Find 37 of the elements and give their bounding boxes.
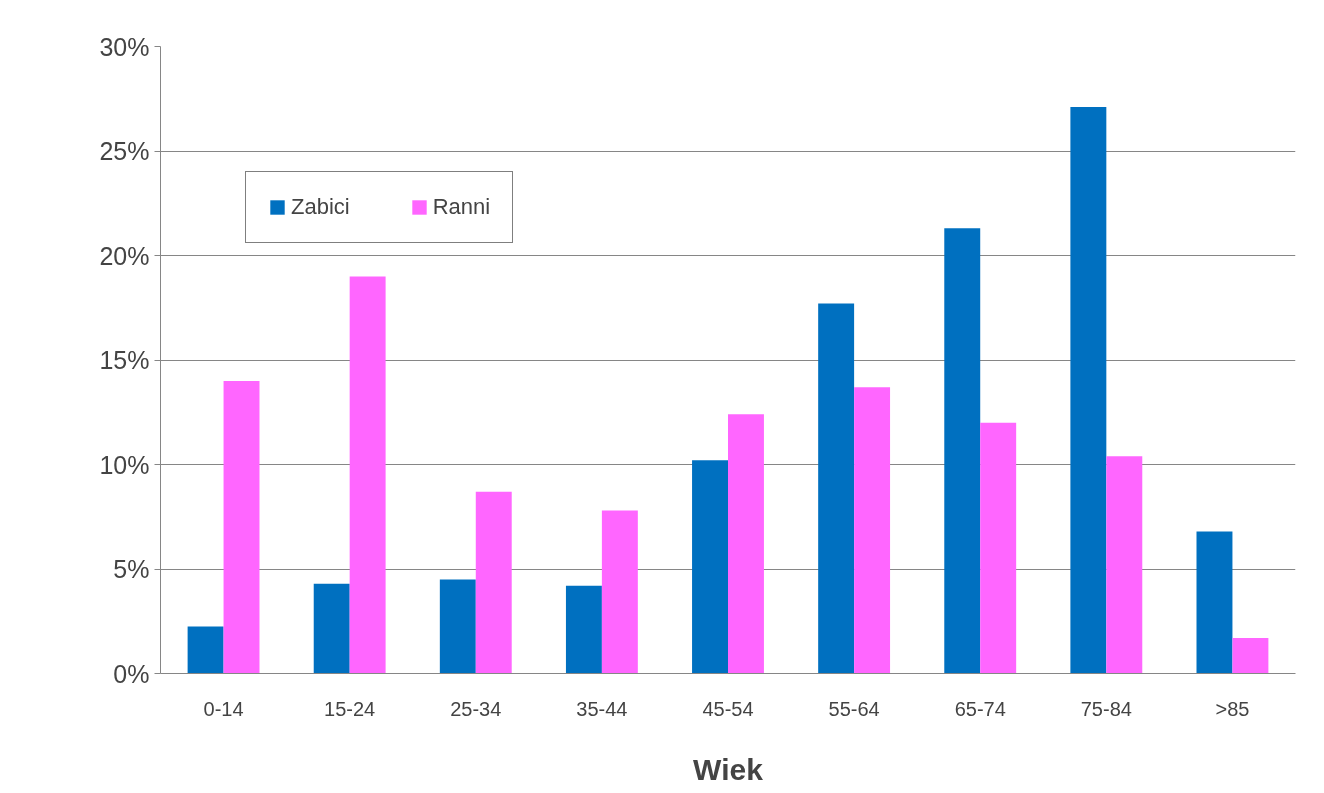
bar xyxy=(349,276,386,674)
y-tick-label: 5% xyxy=(113,555,150,583)
x-tick-label: 35-44 xyxy=(576,697,628,720)
x-tick-label: 45-54 xyxy=(702,697,754,720)
bar xyxy=(565,585,602,674)
x-tick-label: 0-14 xyxy=(203,697,244,720)
bar xyxy=(1106,456,1143,674)
bar xyxy=(187,626,224,674)
y-tick-label: 0% xyxy=(113,659,150,688)
x-tick-label: 65-74 xyxy=(954,697,1006,720)
bar xyxy=(692,460,728,674)
x-tick-label: 25-34 xyxy=(450,697,502,720)
bar xyxy=(475,491,512,674)
bar xyxy=(944,228,981,674)
bar xyxy=(439,579,476,674)
bar xyxy=(1232,637,1269,674)
legend-label: Ranni xyxy=(432,194,491,220)
x-tick-label: 75-84 xyxy=(1080,697,1132,720)
bar xyxy=(223,380,260,674)
bar xyxy=(728,414,764,674)
y-tick-label: 25% xyxy=(99,137,150,165)
bar xyxy=(601,510,638,674)
x-tick-label: 15-24 xyxy=(324,697,376,720)
x-tick-label: >85 xyxy=(1215,697,1250,720)
y-tick-label: 20% xyxy=(99,241,150,270)
legend-label: Zabici xyxy=(291,194,350,220)
x-axis-title: Wiek xyxy=(693,752,764,786)
bar xyxy=(818,303,855,674)
bar xyxy=(854,387,891,674)
bar xyxy=(313,583,350,674)
bar xyxy=(1070,107,1107,674)
bar xyxy=(1196,531,1233,674)
bar xyxy=(980,422,1017,674)
y-tick-label: 15% xyxy=(99,346,150,374)
x-tick-label: 55-64 xyxy=(828,697,880,720)
y-tick-label: 10% xyxy=(99,450,150,479)
y-tick-label: 30% xyxy=(99,32,150,61)
